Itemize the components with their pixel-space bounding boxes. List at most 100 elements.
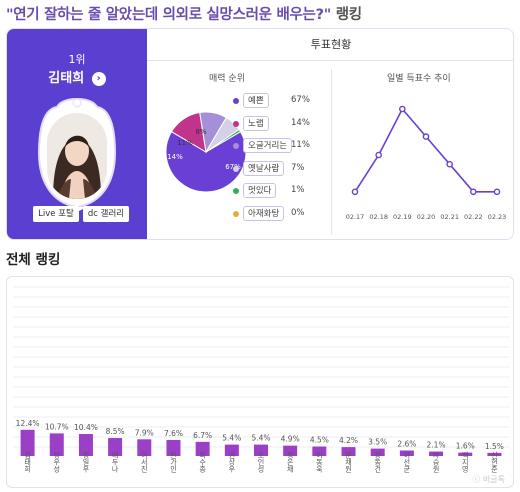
bar-category-label: 신현준 (490, 451, 498, 473)
watermark: ⓒ 비글톡 (472, 475, 505, 484)
line-point (399, 105, 406, 113)
pie-data-label: 11% (177, 139, 193, 147)
bar-value-label: 12.4% (16, 419, 40, 428)
bar-value-label: 4.2% (339, 436, 358, 445)
charm-legend: 예쁜 67% 노랩 14% 오글거리는 11% 옛날사람 7% 멋있다 (233, 93, 331, 228)
bar-category-label: 차승원 (432, 451, 440, 473)
legend-item: 노랩 14% (233, 115, 331, 139)
bar-category-label: 장동건 (374, 451, 382, 473)
bar (78, 434, 93, 456)
legend-dot (233, 143, 239, 149)
legend-label: 노랩 (243, 115, 269, 131)
bar-category-label: 이서진 (140, 451, 148, 473)
x-tick-label: 02.19 (393, 213, 412, 221)
line-point (422, 133, 430, 140)
bar-value-label: 1.6% (456, 442, 475, 451)
bar (49, 433, 64, 456)
bar (312, 446, 327, 456)
pie-data-label: 14% (167, 153, 183, 161)
page-title-suffix: 랭킹 (330, 7, 362, 23)
bar-value-label: 7.6% (164, 429, 183, 438)
bar-value-label: 10.7% (45, 422, 69, 431)
bar (370, 448, 385, 456)
line-series (354, 107, 497, 193)
line-point (470, 188, 477, 196)
bar-category-label: 정일우 (82, 451, 90, 474)
pie-data-label: 8% (195, 128, 206, 136)
bar-category-label: 권상우 (228, 452, 236, 474)
legend-item: 오글거리는 11% (233, 138, 331, 161)
daily-votes-title: 일별 득표수 추이 (387, 74, 451, 84)
panel-divider (331, 69, 332, 234)
legend-item: 멋있다 1% (233, 183, 331, 206)
legend-item: 아재화탕 0% (233, 205, 331, 229)
bar-category-label: 문채원 (345, 452, 353, 473)
all-ranking-chart: 12.4% 김태희 10.7% 정우성 10.4% 정일우 8.5% 배두나 7.9% 이서진 7.… (6, 276, 514, 488)
bar-category-label: 조인성 (257, 452, 265, 473)
live-portal-button[interactable]: Live 포탈 (33, 206, 79, 222)
winner-name[interactable]: 김태희 (48, 71, 85, 86)
x-tick-label: 02.23 (488, 213, 507, 221)
legend-item: 옛날사람 7% (233, 160, 331, 184)
line-point (351, 188, 359, 196)
legend-dot (233, 165, 239, 172)
daily-votes-line-chart: 02.17 02.18 02.19 02.20 02.21 02.22 02.23 (341, 85, 511, 235)
bar-value-label: 6.7% (193, 431, 212, 440)
legend-label: 예쁜 (243, 93, 269, 108)
x-tick-label: 02.20 (417, 213, 436, 221)
legend-label: 멋있다 (243, 183, 277, 198)
bar-category-label: 정우성 (53, 451, 61, 473)
bar-category-label: 김태희 (24, 452, 32, 474)
legend-label: 오글거리는 (243, 138, 293, 153)
legend-dot (233, 120, 239, 127)
legend-dot (233, 210, 239, 217)
winner-rank-label: 1위 (68, 53, 86, 66)
winner-portrait (47, 113, 107, 199)
x-tick-label: 02.22 (464, 213, 483, 221)
bar-value-label: 5.4% (222, 434, 241, 443)
legend-percent: 1% (291, 185, 305, 195)
bar (254, 444, 268, 456)
line-point (446, 160, 453, 168)
bar-value-label: 8.5% (106, 427, 125, 436)
page-title-question: "연기 잘하는 줄 알았는데 의외로 실망스러운 배우는?" (6, 7, 331, 23)
pie-slice (205, 128, 242, 153)
bar-value-label: 4.5% (310, 435, 329, 444)
dc-gallery-button[interactable]: dc 갤러리 (83, 206, 129, 222)
bar (341, 447, 356, 456)
winner-card: 1위 김태희 › Live (7, 29, 147, 239)
x-tick-label: 02.18 (369, 213, 388, 221)
bar (166, 439, 181, 456)
bar-category-label: 이동욱 (315, 451, 323, 474)
legend-percent: 14% (291, 117, 310, 128)
line-point (375, 151, 382, 159)
chevron-right-icon[interactable]: › (91, 72, 106, 86)
page-title: "연기 잘하는 줄 알았는데 의외로 실망스러운 배우는?" 랭킹 (6, 3, 362, 24)
legend-dot (233, 188, 239, 194)
winner-name-row[interactable]: 김태희 › (7, 67, 147, 86)
charm-rank-title: 매력 순위 (209, 74, 245, 84)
bar-value-label: 1.5% (485, 442, 504, 451)
bar-value-label: 10.4% (74, 423, 98, 432)
x-tick-label: 02.21 (440, 213, 459, 221)
bar (137, 439, 152, 456)
bar-value-label: 5.4% (251, 434, 270, 443)
bar-value-label: 3.5% (368, 438, 387, 447)
bar-category-label: 백지영 (461, 451, 469, 473)
legend-percent: 67% (291, 95, 310, 105)
legend-item: 예쁜 67% (233, 93, 331, 116)
vote-status-header: 투표현황 (147, 29, 513, 61)
bar-value-label: 7.9% (135, 428, 154, 437)
bar (399, 450, 414, 456)
bar-value-label: 2.6% (397, 440, 416, 449)
legend-percent: 0% (291, 207, 305, 218)
bar-value-label: 2.1% (427, 441, 446, 450)
bar-value-label: 4.9% (281, 435, 300, 444)
line-point (493, 188, 501, 196)
winner-portrait-frame (37, 95, 117, 213)
legend-dot (233, 98, 239, 104)
bar (20, 429, 35, 456)
bar (195, 441, 210, 456)
x-tick-label: 02.17 (346, 213, 365, 221)
legend-percent: 7% (291, 162, 305, 173)
